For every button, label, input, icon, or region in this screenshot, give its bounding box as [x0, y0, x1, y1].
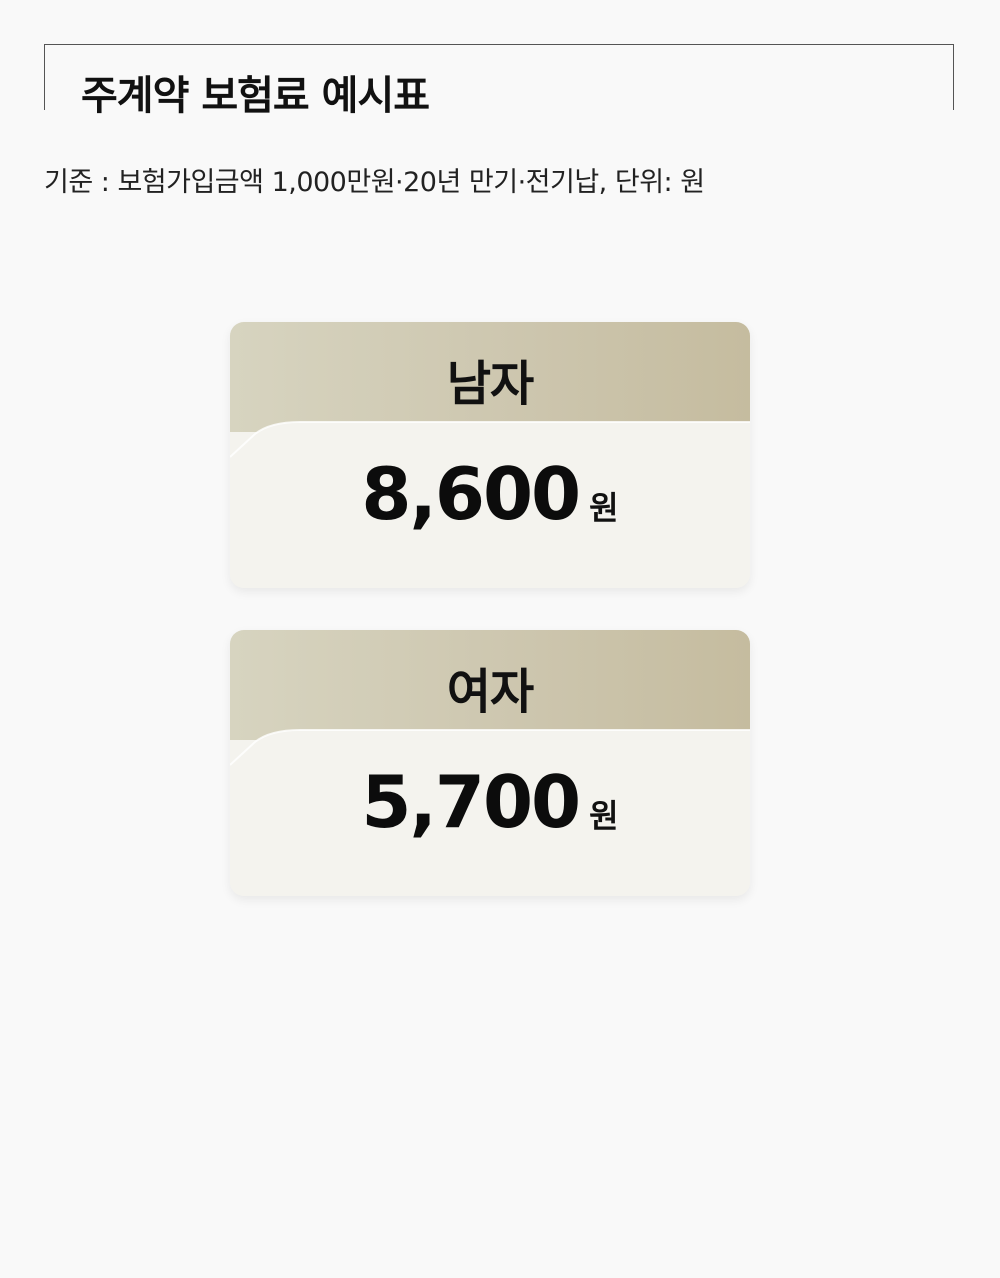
premium-unit-male: 원	[589, 489, 619, 527]
premium-card-male: 남자 8,600 원	[230, 322, 750, 588]
basis-note: 기준 : 보험가입금액 1,000만원·20년 만기·전기납, 단위: 원	[44, 167, 705, 198]
card-header	[230, 322, 750, 432]
premium-card-female: 여자 5,700 원	[230, 630, 750, 896]
premium-unit-female: 원	[589, 797, 619, 835]
page-title: 주계약 보험료 예시표	[81, 73, 430, 119]
premium-value-male: 8,600	[361, 452, 581, 536]
card-value-row: 5,700 원	[230, 760, 750, 844]
card-label-female: 여자	[446, 664, 534, 720]
card-header	[230, 630, 750, 740]
title-box: 주계약 보험료 예시표	[44, 44, 954, 119]
card-label-male: 남자	[446, 356, 534, 412]
card-value-row: 8,600 원	[230, 452, 750, 536]
premium-value-female: 5,700	[361, 760, 581, 844]
